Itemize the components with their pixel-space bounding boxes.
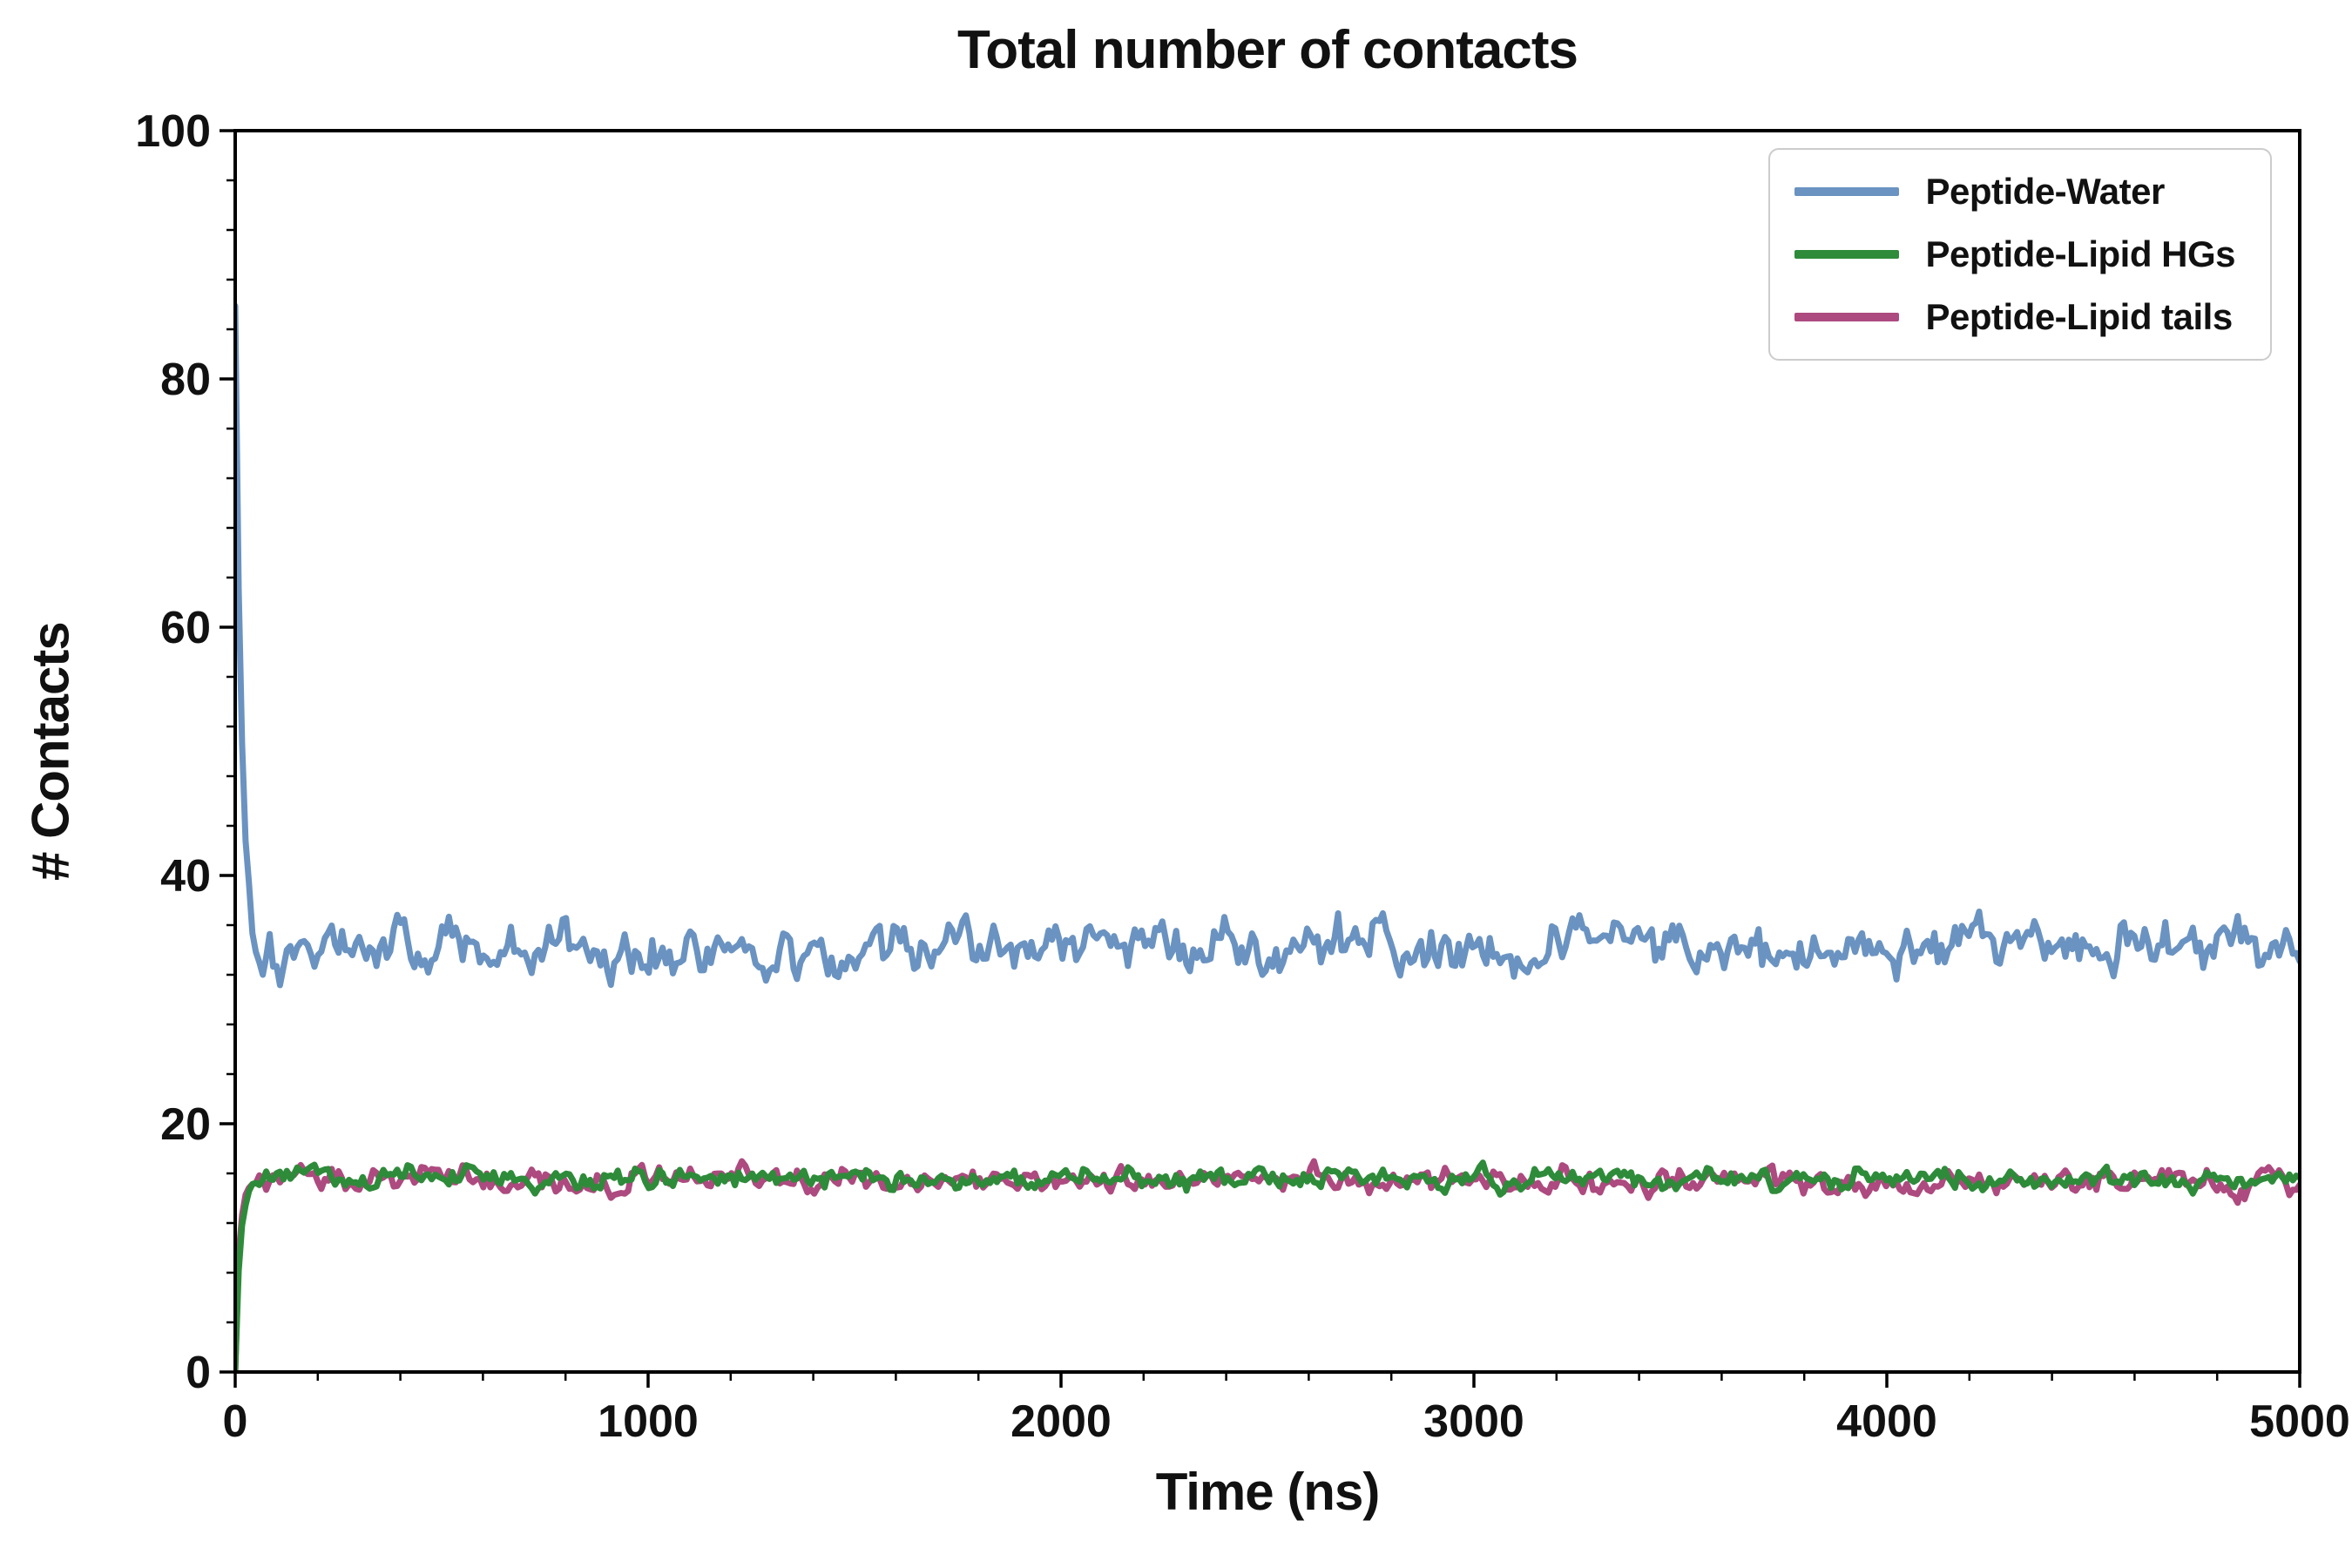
- x-tick-label: 5000: [2249, 1396, 2350, 1447]
- legend-label: Peptide-Lipid HGs: [1925, 233, 2235, 274]
- legend: Peptide-Water Peptide-Lipid HGs Peptide-Li…: [1768, 148, 2272, 361]
- y-tick-label: 100: [135, 106, 211, 157]
- series-line-0: [235, 302, 2300, 989]
- legend-item: Peptide-Lipid HGs: [1789, 226, 2240, 282]
- x-tick-label: 3000: [1423, 1396, 1524, 1447]
- legend-swatch: [1794, 313, 1900, 321]
- legend-swatch: [1794, 250, 1900, 259]
- series-group: [235, 302, 2300, 1372]
- x-tick-label: 1000: [598, 1396, 699, 1447]
- axes-box: [233, 129, 2301, 1374]
- x-axis-label: Time (ns): [1155, 1463, 1381, 1521]
- y-tick-label: 0: [186, 1348, 211, 1398]
- legend-label: Peptide-Lipid tails: [1925, 296, 2233, 337]
- y-tick-label: 80: [160, 355, 211, 405]
- legend-swatch: [1794, 187, 1900, 196]
- legend-item: Peptide-Lipid tails: [1789, 289, 2240, 345]
- legend-label: Peptide-Water: [1925, 171, 2165, 212]
- legend-item: Peptide-Water: [1789, 164, 2240, 220]
- y-tick-label: 20: [160, 1099, 211, 1150]
- x-tick-label: 4000: [1836, 1396, 1937, 1447]
- x-tick-label: 0: [223, 1396, 248, 1447]
- x-tick-label: 2000: [1010, 1396, 1112, 1447]
- y-tick-label: 40: [160, 851, 211, 902]
- series-line-1: [235, 1159, 2300, 1372]
- chart-title: Total number of contacts: [956, 20, 1578, 80]
- y-tick-label: 60: [160, 603, 211, 653]
- series-line-2: [235, 1158, 2300, 1372]
